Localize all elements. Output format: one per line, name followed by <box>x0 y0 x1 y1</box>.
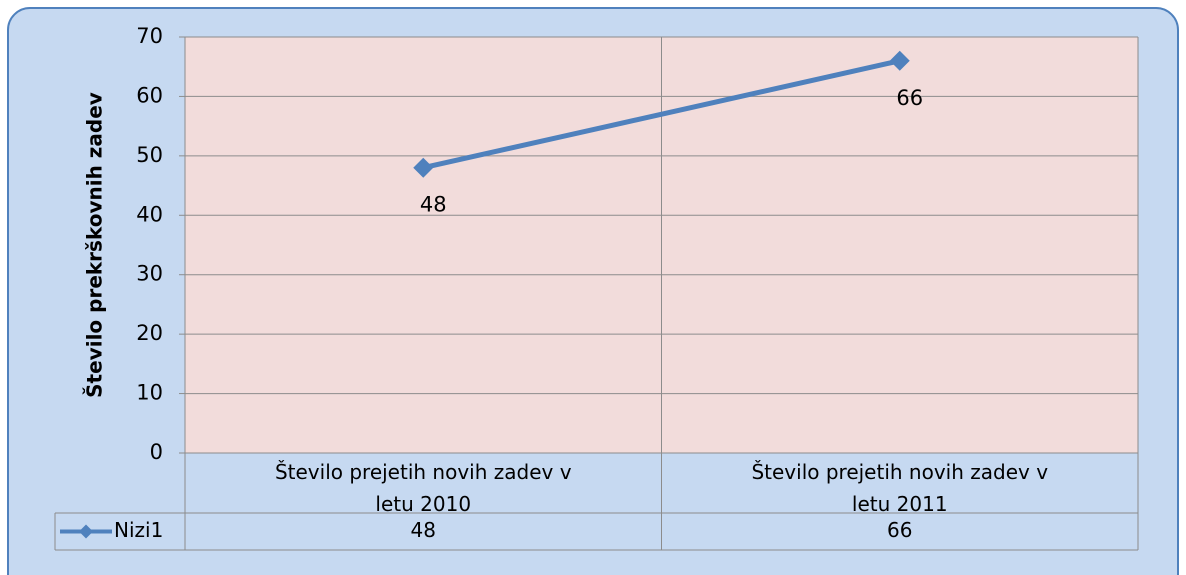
marker <box>413 157 434 178</box>
y-tick-label: 50 <box>136 143 163 167</box>
legend-marker <box>79 524 93 539</box>
legend-label: Nizi1 <box>114 518 163 542</box>
x-tick-label: Število prejetih novih zadev v letu 2010 <box>274 460 572 516</box>
y-tick-label: 20 <box>136 321 163 345</box>
x-tick-label: Število prejetih novih zadev v letu 2011 <box>751 460 1049 516</box>
y-tick-label: 40 <box>136 202 163 226</box>
y-tick-label: 70 <box>136 24 163 48</box>
y-axis-title: Število prekrškovnih zadev <box>83 92 107 398</box>
y-tick-label: 60 <box>136 83 163 107</box>
table-value: 48 <box>411 518 436 542</box>
y-tick-label: 30 <box>136 262 163 286</box>
data-label: 48 <box>420 193 447 217</box>
y-tick-label: 10 <box>136 381 163 405</box>
series-line <box>422 58 901 171</box>
y-tick-label: 0 <box>150 440 163 464</box>
marker <box>889 50 910 71</box>
data-label: 66 <box>896 86 923 110</box>
table-value: 66 <box>887 518 912 542</box>
